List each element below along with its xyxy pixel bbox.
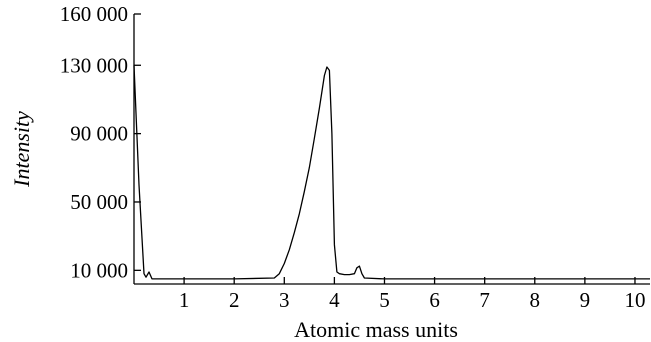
x-tick-label: 10 xyxy=(624,288,645,312)
series-line xyxy=(133,65,650,280)
y-tick-label: 50 000 xyxy=(70,190,128,214)
x-tick-label: 8 xyxy=(530,288,541,312)
y-tick-label: 130 000 xyxy=(60,53,128,77)
x-tick-label: 2 xyxy=(229,288,240,312)
y-tick-label: 10 000 xyxy=(70,258,128,282)
x-tick-label: 1 xyxy=(179,288,190,312)
y-tick-label: 90 000 xyxy=(70,122,128,146)
y-tick-label: 160 000 xyxy=(60,2,128,26)
x-tick-label: 4 xyxy=(329,288,340,312)
x-axis-label: Atomic mass units xyxy=(294,317,458,342)
x-axis-ticks: 1 2 3 4 5 6 7 8 9 10 xyxy=(179,277,645,312)
x-tick-label: 5 xyxy=(379,288,390,312)
y-axis-ticks: 10 000 50 000 90 000 130 000 160 000 xyxy=(60,2,141,282)
x-tick-label: 3 xyxy=(279,288,290,312)
x-tick-label: 6 xyxy=(429,288,440,312)
x-tick-label: 9 xyxy=(580,288,591,312)
y-axis-label: Intensity xyxy=(9,111,34,188)
x-tick-label: 7 xyxy=(479,288,490,312)
